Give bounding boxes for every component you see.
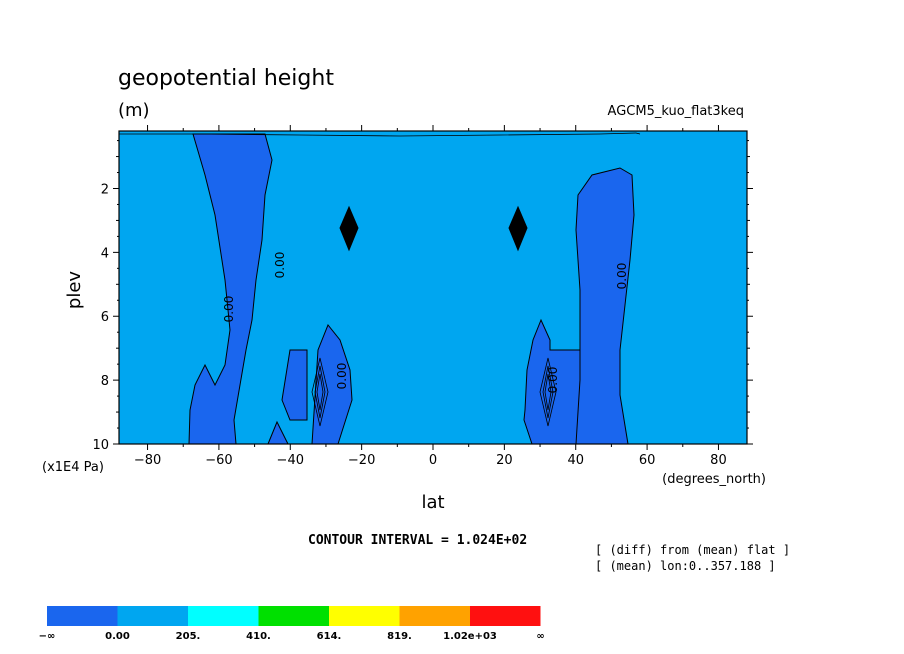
x-tick-label: 20 <box>496 453 513 468</box>
colorbar-swatch <box>399 606 470 626</box>
nested-contours <box>311 357 557 427</box>
y-axis: 2 4 6 8 10 <box>92 140 753 453</box>
colorbar-swatch <box>117 606 188 626</box>
nested-contour-right <box>539 357 557 427</box>
x-tick-label: −40 <box>277 453 304 468</box>
chart-units: (m) <box>118 100 150 121</box>
nested-contour-right <box>542 365 554 419</box>
x-tick-label: 40 <box>567 453 584 468</box>
x-tick-label: 60 <box>639 453 656 468</box>
colorbar-label: 410. <box>246 631 271 642</box>
contour-region-right-tongue <box>575 167 635 445</box>
annotation-mean: [ (mean) lon:0..357.188 ] <box>595 559 776 573</box>
nested-contour-left <box>311 357 329 427</box>
peak-regions <box>339 205 528 252</box>
contour-interval: CONTOUR INTERVAL = 1.024E+02 <box>308 533 528 548</box>
colorbar-label: 1.02e+03 <box>443 631 497 642</box>
y-axis-units: (x1E4 Pa) <box>42 460 104 475</box>
x-axis: −80 −60 −40 −20 0 20 40 60 80 <box>134 125 727 468</box>
y-tick-label: 8 <box>101 374 109 389</box>
contour-value-label: 0.00 <box>335 363 349 390</box>
y-tick-label: 4 <box>101 246 109 261</box>
colorbar-swatch <box>47 606 118 626</box>
x-axis-label: lat <box>421 492 444 513</box>
peak-diamond-right <box>508 205 528 252</box>
colorbar-label: 819. <box>387 631 412 642</box>
colorbar-label: 205. <box>176 631 201 642</box>
colorbar-label: ∞ <box>536 631 544 642</box>
nested-contour-left <box>316 373 324 411</box>
nested-contour-right <box>544 373 552 411</box>
y-tick-label: 6 <box>101 310 109 325</box>
x-tick-label: −80 <box>134 453 161 468</box>
chart-title: geopotential height <box>118 66 334 91</box>
nested-contour-left <box>314 365 326 419</box>
colorbar-swatch <box>470 606 541 626</box>
y-tick-label: 2 <box>101 182 109 197</box>
plot-area: 0.00 0.00 0.00 0.00 0.00 <box>118 130 748 445</box>
x-tick-label: 0 <box>429 453 437 468</box>
colorbar-swatch <box>258 606 329 626</box>
contour-value-labels: 0.00 0.00 0.00 0.00 0.00 <box>222 252 629 394</box>
colorbar: −∞ 0.00 205. 410. 614. 819. 1.02e+03 ∞ <box>39 606 545 642</box>
x-tick-label: −20 <box>348 453 375 468</box>
negative-regions <box>188 133 635 445</box>
contour-value-label: 0.00 <box>273 252 287 279</box>
colorbar-swatch <box>188 606 259 626</box>
run-label: AGCM5_kuo_flat3keq <box>607 104 744 119</box>
annotation-diff: [ (diff) from (mean) flat ] <box>595 543 791 557</box>
y-axis-label: plev <box>64 271 85 310</box>
contour-region-left-wedge <box>311 324 353 445</box>
x-axis-units: (degrees_north) <box>662 472 766 487</box>
colorbar-label: 0.00 <box>105 631 130 642</box>
contour-value-label: 0.00 <box>615 263 629 290</box>
colorbar-swatch <box>329 606 400 626</box>
colorbar-label: 614. <box>317 631 342 642</box>
y-tick-label: 10 <box>92 438 109 453</box>
colorbar-label: −∞ <box>39 631 56 642</box>
contour-value-label: 0.00 <box>222 296 236 323</box>
peak-diamond-left <box>339 205 359 252</box>
x-tick-label: −60 <box>205 453 232 468</box>
contour-value-label: 0.00 <box>546 367 560 394</box>
top-contour-line <box>119 132 641 137</box>
x-tick-label: 80 <box>710 453 727 468</box>
contour-region-left-lobe <box>281 349 308 421</box>
